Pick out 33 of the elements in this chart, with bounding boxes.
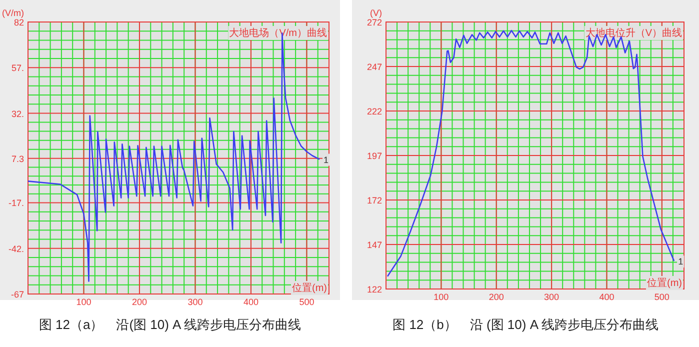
series-label: 1	[678, 256, 684, 267]
x-tick-label: 500	[299, 297, 314, 307]
y-tick-label: 32.	[11, 108, 24, 119]
x-axis-title: 位置(m)	[292, 282, 327, 294]
x-tick-label: 300	[544, 292, 560, 302]
x-tick-label: 400	[599, 292, 614, 302]
series-label: 1	[324, 154, 329, 165]
y-tick-label: -42.	[8, 244, 24, 254]
x-tick-label: 200	[488, 292, 504, 302]
caption: 图 12（a） 沿(图 10) A 线跨步电压分布曲线	[38, 317, 302, 332]
x-tick-label: 100	[434, 292, 449, 302]
y-tick-label: 172	[366, 196, 382, 206]
y-tick-label: 82	[14, 18, 24, 28]
caption: 图 12（b） 沿 (图 10) A 线跨步电压分布曲线	[392, 317, 658, 332]
y-tick-label: -67	[10, 290, 24, 300]
x-tick-label: 200	[132, 297, 147, 307]
y-tick-label: 57.	[11, 63, 24, 74]
y-axis-title: (V/m)	[2, 8, 24, 18]
x-axis-title: 位置(m)	[647, 277, 682, 289]
x-tick-label: 500	[654, 292, 670, 302]
y-axis-title: (V)	[370, 8, 382, 18]
y-tick-label: 247	[366, 62, 382, 72]
text: 大地电场（V/m）曲线	[229, 27, 327, 39]
x-tick-label: 300	[188, 297, 203, 307]
y-tick-label: 272	[366, 18, 382, 28]
y-tick-label: 147	[366, 240, 382, 250]
x-tick-label: 400	[243, 297, 258, 307]
y-tick-label: 197	[366, 151, 382, 161]
y-tick-label: 7.3	[11, 154, 24, 164]
y-tick-label: 222	[366, 106, 382, 116]
y-tick-label: 122	[366, 284, 382, 294]
y-tick-label: -17.	[8, 198, 24, 208]
x-tick-label: 100	[76, 297, 92, 307]
